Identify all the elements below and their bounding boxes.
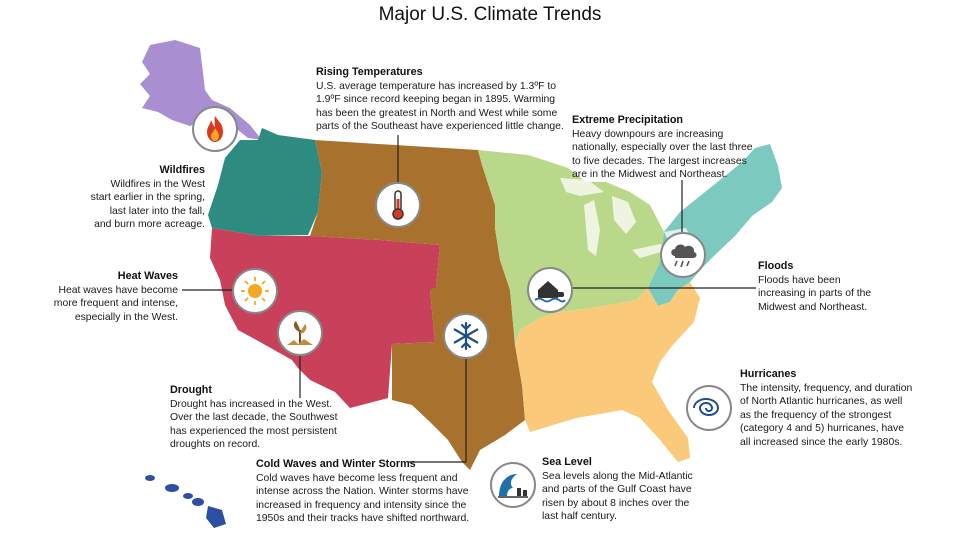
callout-title: Sea Level <box>542 456 592 468</box>
callout-line: droughts on record. <box>170 439 261 451</box>
callout-line: are in the Midwest and Northeast. <box>572 169 728 181</box>
callout-line: risen by about 8 inches over the <box>542 497 690 509</box>
callout-line: and burn more acreage. <box>94 219 205 231</box>
callout-title: Drought <box>170 384 212 396</box>
callout-title: Extreme Precipitation <box>572 114 684 126</box>
region-northwest <box>208 128 322 236</box>
region-southeast <box>515 282 700 462</box>
callout-line: more frequent and intense, <box>53 298 178 310</box>
callout-line: Midwest and Northeast. <box>758 301 868 313</box>
callout-title: Floods <box>758 260 794 272</box>
callout-line: has experienced the most persistent <box>170 425 337 437</box>
callout-line: last half century. <box>542 511 617 523</box>
callout-extreme-precipitation: Extreme Precipitation Heavy downpours ar… <box>572 114 787 182</box>
snowflake-icon <box>443 313 489 359</box>
callout-heat-waves: Heat Waves Heat waves have become more f… <box>40 270 178 324</box>
fire-icon <box>192 106 238 152</box>
region-central <box>310 140 525 470</box>
callout-line: Wildfires in the West <box>110 178 205 190</box>
callout-line: Drought has increased in the West. <box>170 398 333 410</box>
callout-line: (category 4 and 5) hurricanes, have <box>740 423 905 435</box>
callout-sea-level: Sea Level Sea levels along the Mid-Atlan… <box>542 456 732 524</box>
callout-title: Rising Temperatures <box>316 66 423 78</box>
callout-line: all increased since the early 1980s. <box>740 436 903 448</box>
callout-wildfires: Wildfires Wildfires in the West start ea… <box>70 164 205 232</box>
thermometer-icon <box>375 182 421 228</box>
callout-line: Cold waves have become less frequent and <box>256 472 458 484</box>
rain-cloud-icon <box>660 232 706 278</box>
callout-floods: Floods Floods have been increasing in pa… <box>758 260 898 314</box>
callout-hurricanes: Hurricanes The intensity, frequency, and… <box>740 368 940 450</box>
callout-line: and parts of the Gulf Coast have <box>542 484 692 496</box>
callout-title: Hurricanes <box>740 368 797 380</box>
callout-line: 1.9ºF since record keeping began in 1895… <box>316 94 556 106</box>
callout-line: especially in the West. <box>74 311 178 323</box>
callout-line: has been the greatest in North and West … <box>316 107 558 119</box>
callout-line: of North Atlantic hurricanes, as well <box>740 396 903 408</box>
callout-line: The intensity, frequency, and duration <box>740 382 913 394</box>
page-title: Major U.S. Climate Trends <box>378 4 602 25</box>
callout-title: Wildfires <box>159 164 206 176</box>
sea-wave-icon <box>490 462 536 508</box>
callout-line: Heavy downpours are increasing <box>572 128 724 140</box>
callout-line: to five decades. The largest increases <box>572 155 747 167</box>
callout-line: as the frequency of the strongest <box>740 409 892 421</box>
callout-line: Over the last decade, the Southwest <box>170 412 338 424</box>
callout-line: 1950s and their tracks have shifted nort… <box>256 513 470 525</box>
flooded-house-icon <box>527 267 573 313</box>
dry-plant-icon <box>277 310 323 356</box>
callout-line: intense across the Nation. Winter storms… <box>256 486 469 498</box>
callout-line: increasing in parts of the <box>758 288 872 300</box>
callout-title: Heat Waves <box>117 270 178 282</box>
callout-line: start earlier in the spring, <box>90 192 205 204</box>
callout-line: last later into the fall, <box>109 205 205 217</box>
sun-icon <box>232 268 278 314</box>
callout-line: parts of the Southeast have experienced … <box>316 121 564 133</box>
callout-line: Sea levels along the Mid-Atlantic <box>542 470 693 482</box>
region-hawaii <box>145 475 226 528</box>
callout-title: Cold Waves and Winter Storms <box>256 458 416 470</box>
hurricane-icon <box>686 385 732 431</box>
callout-line: increased in frequency and intensity sin… <box>256 499 467 511</box>
callout-line: nationally, especially over the last thr… <box>572 142 753 154</box>
callout-line: Heat waves have become <box>58 284 178 296</box>
callout-rising-temperatures: Rising Temperatures U.S. average tempera… <box>316 66 586 134</box>
callout-cold-waves: Cold Waves and Winter Storms Cold waves … <box>256 458 491 526</box>
callout-line: Floods have been <box>758 274 841 286</box>
callout-line: U.S. average temperature has increased b… <box>316 80 557 92</box>
callout-drought: Drought Drought has increased in the Wes… <box>170 384 350 452</box>
